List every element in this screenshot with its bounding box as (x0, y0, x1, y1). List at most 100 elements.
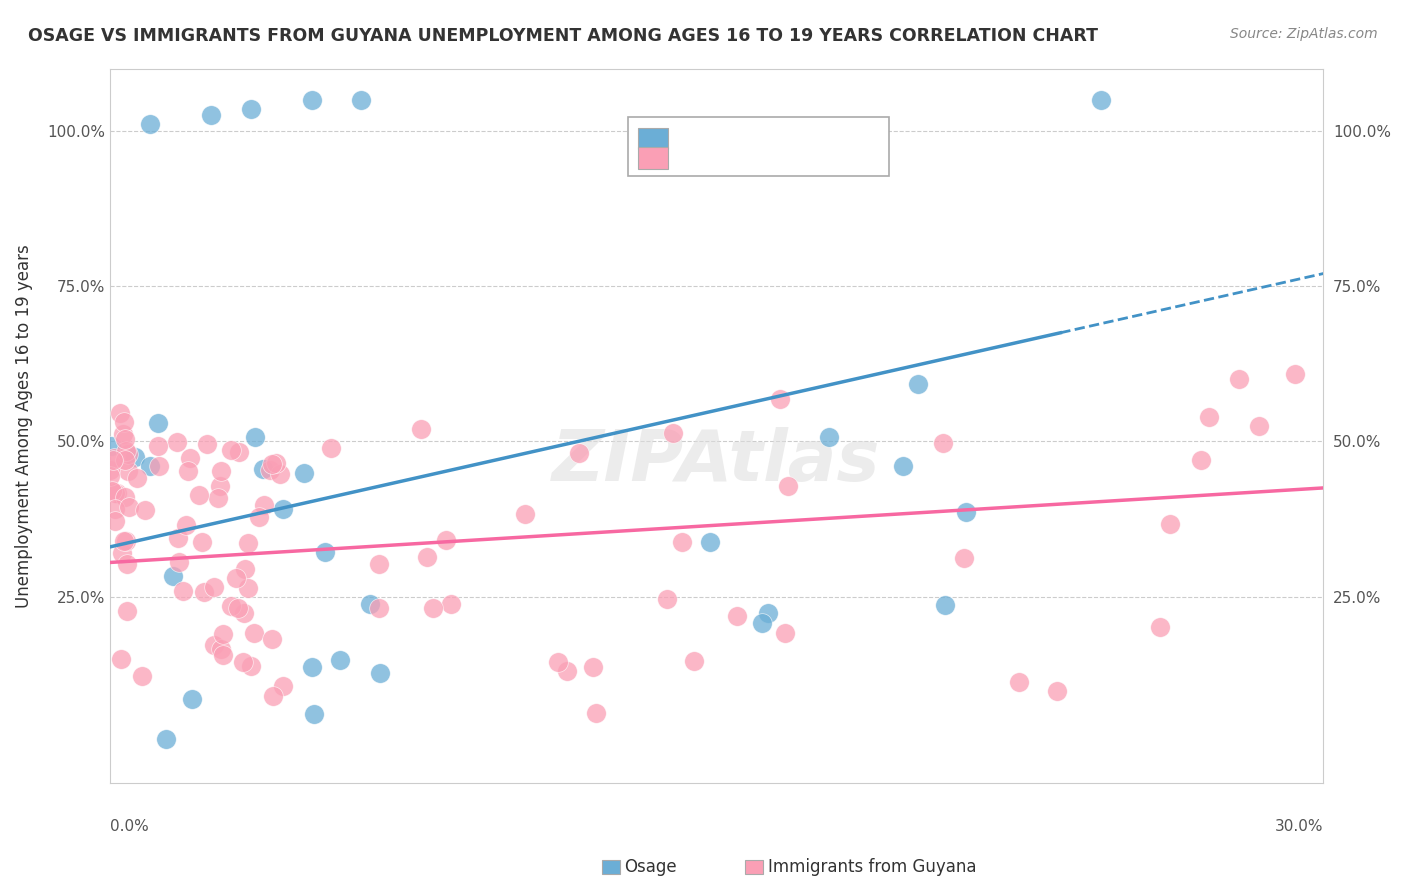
Point (547, 656, 569, 670)
Point (207, 491, 229, 505)
Point (221, 599, 243, 613)
Point (188, 488, 211, 502)
Point (1247, 419, 1270, 434)
Text: OSAGE VS IMMIGRANTS FROM GUYANA UNEMPLOYMENT AMONG AGES 16 TO 19 YEARS CORRELATI: OSAGE VS IMMIGRANTS FROM GUYANA UNEMPLOY… (28, 27, 1098, 45)
Point (751, 616, 773, 631)
Point (115, 558, 138, 572)
Point (238, 581, 260, 595)
Point (110, 652, 132, 666)
Point (817, 430, 839, 444)
Point (931, 436, 953, 450)
Point (139, 118, 162, 132)
Point (176, 518, 198, 533)
Point (232, 655, 254, 669)
Point (893, 459, 915, 474)
Point (368, 557, 391, 571)
Text: 0.0%: 0.0% (110, 819, 149, 834)
Point (114, 444, 136, 458)
Point (657, 591, 679, 606)
Point (212, 627, 235, 641)
Point (359, 597, 381, 611)
Point (117, 464, 139, 478)
Point (111, 546, 134, 560)
Point (422, 600, 444, 615)
Point (146, 416, 169, 430)
Point (177, 464, 200, 478)
Point (1159, 516, 1181, 531)
Text: 30.0%: 30.0% (1275, 819, 1323, 834)
Point (103, 453, 125, 467)
Point (409, 422, 432, 436)
Point (225, 571, 247, 585)
Text: R = 0.288   N =  31: R = 0.288 N = 31 (678, 128, 841, 146)
Point (166, 434, 188, 449)
Point (155, 731, 177, 746)
Point (242, 625, 264, 640)
Point (112, 416, 135, 430)
Point (416, 549, 439, 564)
Point (253, 498, 276, 512)
Point (202, 638, 225, 652)
Point (776, 479, 799, 493)
Point (1046, 684, 1069, 698)
Point (243, 430, 266, 444)
FancyBboxPatch shape (628, 117, 889, 176)
Point (200, 108, 222, 122)
Point (115, 534, 138, 549)
Point (100, 468, 122, 483)
Point (1198, 409, 1220, 424)
Point (699, 535, 721, 549)
Text: Osage: Osage (624, 858, 676, 876)
Point (269, 467, 291, 481)
Point (110, 406, 132, 420)
Point (233, 561, 256, 575)
Point (148, 439, 170, 453)
Point (271, 679, 294, 693)
Point (1007, 674, 1029, 689)
Point (209, 464, 232, 478)
Point (440, 597, 463, 611)
Point (167, 532, 190, 546)
Point (100, 439, 122, 453)
Point (349, 93, 371, 107)
Text: R = 0.143   N = 103: R = 0.143 N = 103 (678, 149, 845, 167)
Point (239, 658, 262, 673)
Point (582, 660, 605, 674)
Point (240, 102, 263, 116)
Point (221, 443, 243, 458)
Point (247, 509, 270, 524)
Point (260, 632, 283, 647)
Point (167, 556, 190, 570)
Point (934, 598, 956, 612)
Y-axis label: Unemployment Among Ages 16 to 19 years: Unemployment Among Ages 16 to 19 years (15, 244, 32, 607)
Point (756, 606, 779, 620)
Point (103, 502, 125, 516)
Point (101, 484, 124, 499)
Point (585, 706, 607, 720)
Point (236, 536, 259, 550)
Point (953, 551, 976, 566)
Point (329, 653, 352, 667)
Point (1149, 620, 1171, 634)
Point (1284, 368, 1306, 382)
Point (1189, 453, 1212, 467)
Point (114, 432, 136, 446)
Point (148, 459, 170, 474)
Point (271, 502, 294, 516)
Point (172, 583, 194, 598)
Text: ZIPAtlas: ZIPAtlas (553, 427, 880, 496)
Point (107, 486, 129, 500)
Point (100, 463, 122, 477)
Point (725, 609, 748, 624)
Point (181, 692, 204, 706)
Point (233, 606, 256, 620)
Point (434, 533, 457, 547)
Point (1090, 93, 1112, 107)
Text: Immigrants from Guyana: Immigrants from Guyana (768, 858, 976, 876)
Point (115, 604, 138, 618)
Point (683, 654, 706, 668)
Point (125, 471, 148, 485)
Point (103, 450, 125, 465)
Point (104, 514, 127, 528)
Point (202, 580, 225, 594)
